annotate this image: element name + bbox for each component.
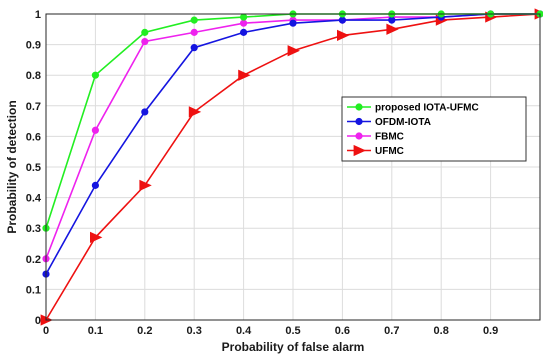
data-point [139, 179, 152, 191]
y-tick-label: 0.8 [26, 70, 41, 82]
legend-marker [353, 144, 366, 157]
series-3 [40, 8, 543, 326]
y-axis-label: Probability of detection [5, 100, 19, 233]
data-point [141, 28, 149, 36]
data-point [190, 44, 198, 52]
x-tick-label: 0.8 [434, 325, 449, 337]
data-point [141, 37, 149, 46]
data-point [188, 106, 202, 118]
x-tick-label: 0.2 [137, 325, 152, 337]
y-tick-label: 0.6 [26, 131, 41, 143]
legend-label: OFDM-IOTA [375, 117, 431, 128]
y-tick-label: 1 [35, 9, 41, 21]
data-point [386, 23, 399, 35]
y-tick-label: 0.2 [26, 254, 41, 266]
plot-frame [45, 13, 541, 321]
x-tick-label: 0.5 [285, 325, 300, 337]
x-tick-label: 0.3 [187, 325, 202, 337]
legend-label: proposed IOTA-UFMC [375, 103, 479, 114]
data-point [240, 13, 248, 21]
y-tick-label: 0.1 [26, 284, 41, 296]
legend-label: FBMC [375, 132, 404, 143]
data-point [91, 71, 100, 79]
data-point [338, 16, 346, 24]
legend-box [341, 96, 527, 162]
data-point [141, 108, 149, 116]
y-tick-label: 0.7 [26, 101, 41, 113]
x-tick-label: 0.4 [236, 325, 252, 337]
x-tick-label: 0 [43, 325, 49, 337]
data-point [238, 69, 251, 81]
data-point [91, 126, 100, 134]
x-tick-label: 0.9 [483, 325, 498, 337]
legend-marker [355, 117, 363, 126]
y-tick-label: 0.4 [26, 193, 42, 205]
data-point [240, 28, 248, 36]
legend-marker [355, 132, 363, 140]
data-point [240, 19, 248, 27]
data-point [388, 16, 396, 24]
y-tick-label: 0.5 [26, 162, 41, 174]
legend-label: UFMC [375, 146, 404, 157]
data-point [287, 45, 300, 57]
legend-entry: FBMC [347, 132, 404, 143]
tick-labels: 0 0.1 0.2 0.3 0.4 0.5 0.6 0.7 0.8 0.9 0 0.1 0.2 0.3 0.… [26, 9, 499, 337]
y-tick-label: 0.3 [26, 223, 41, 235]
x-tick-label: 0.1 [88, 325, 103, 337]
legend-entry: UFMC [347, 144, 404, 157]
x-axis-label: Probability of false alarm [222, 340, 365, 354]
legend-marker [355, 103, 363, 111]
x-tick-label: 0.7 [384, 325, 399, 337]
data-point [289, 19, 297, 27]
legend-entry: proposed IOTA-UFMC [347, 103, 479, 114]
data-point [190, 16, 198, 24]
legend: proposed IOTA-UFMC OFDM-IOTA FBMC UFMC [341, 96, 527, 162]
x-tick-label: 0.6 [335, 325, 350, 337]
data-point [91, 181, 100, 189]
y-tick-label: 0 [35, 315, 41, 327]
data-point [336, 29, 350, 42]
data-point [90, 231, 103, 244]
data-point [190, 28, 198, 36]
legend-entry: OFDM-IOTA [347, 117, 431, 128]
y-tick-label: 0.9 [26, 40, 41, 52]
